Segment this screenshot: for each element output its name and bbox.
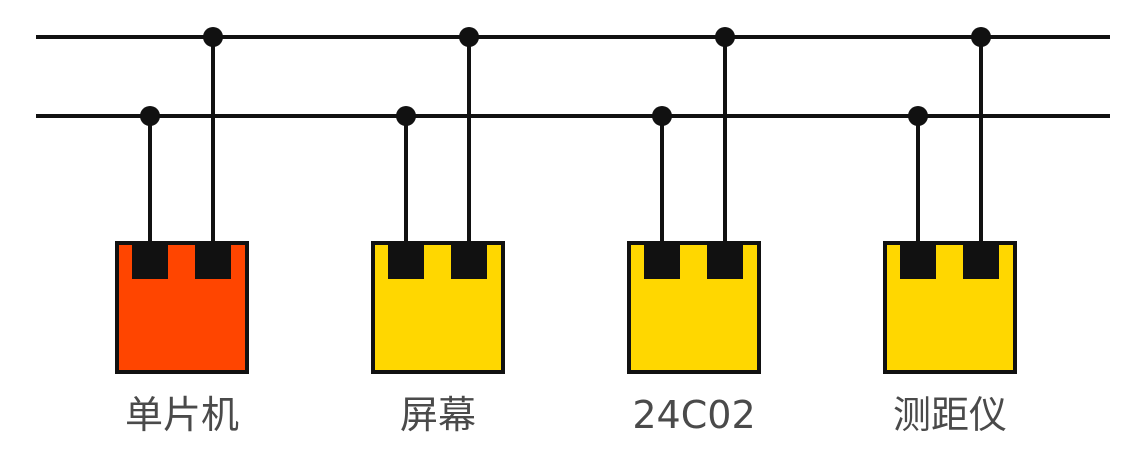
device-pin-left <box>388 243 424 279</box>
lower-bus-junction-dot <box>652 106 672 126</box>
device-label: 24C02 <box>632 393 755 437</box>
device-3: 测距仪 <box>883 27 1017 437</box>
device-pin-right <box>195 243 231 279</box>
lower-bus-junction-dot <box>396 106 416 126</box>
device-pin-left <box>644 243 680 279</box>
device-label: 屏幕 <box>400 393 476 437</box>
lower-bus-junction-dot <box>140 106 160 126</box>
device-label: 单片机 <box>125 393 239 437</box>
device-pin-left <box>132 243 168 279</box>
device-1: 屏幕 <box>371 27 505 437</box>
device-pin-left <box>900 243 936 279</box>
device-label: 测距仪 <box>893 393 1007 437</box>
device-pin-right <box>451 243 487 279</box>
upper-bus-junction-dot <box>459 27 479 47</box>
lower-bus-junction-dot <box>908 106 928 126</box>
device-2: 24C02 <box>627 27 761 437</box>
device-pin-right <box>707 243 743 279</box>
upper-bus-junction-dot <box>203 27 223 47</box>
upper-bus-junction-dot <box>715 27 735 47</box>
devices-layer: 单片机 屏幕 24C02 测距仪 <box>115 27 1017 437</box>
upper-bus-junction-dot <box>971 27 991 47</box>
device-0: 单片机 <box>115 27 249 437</box>
device-pin-right <box>963 243 999 279</box>
